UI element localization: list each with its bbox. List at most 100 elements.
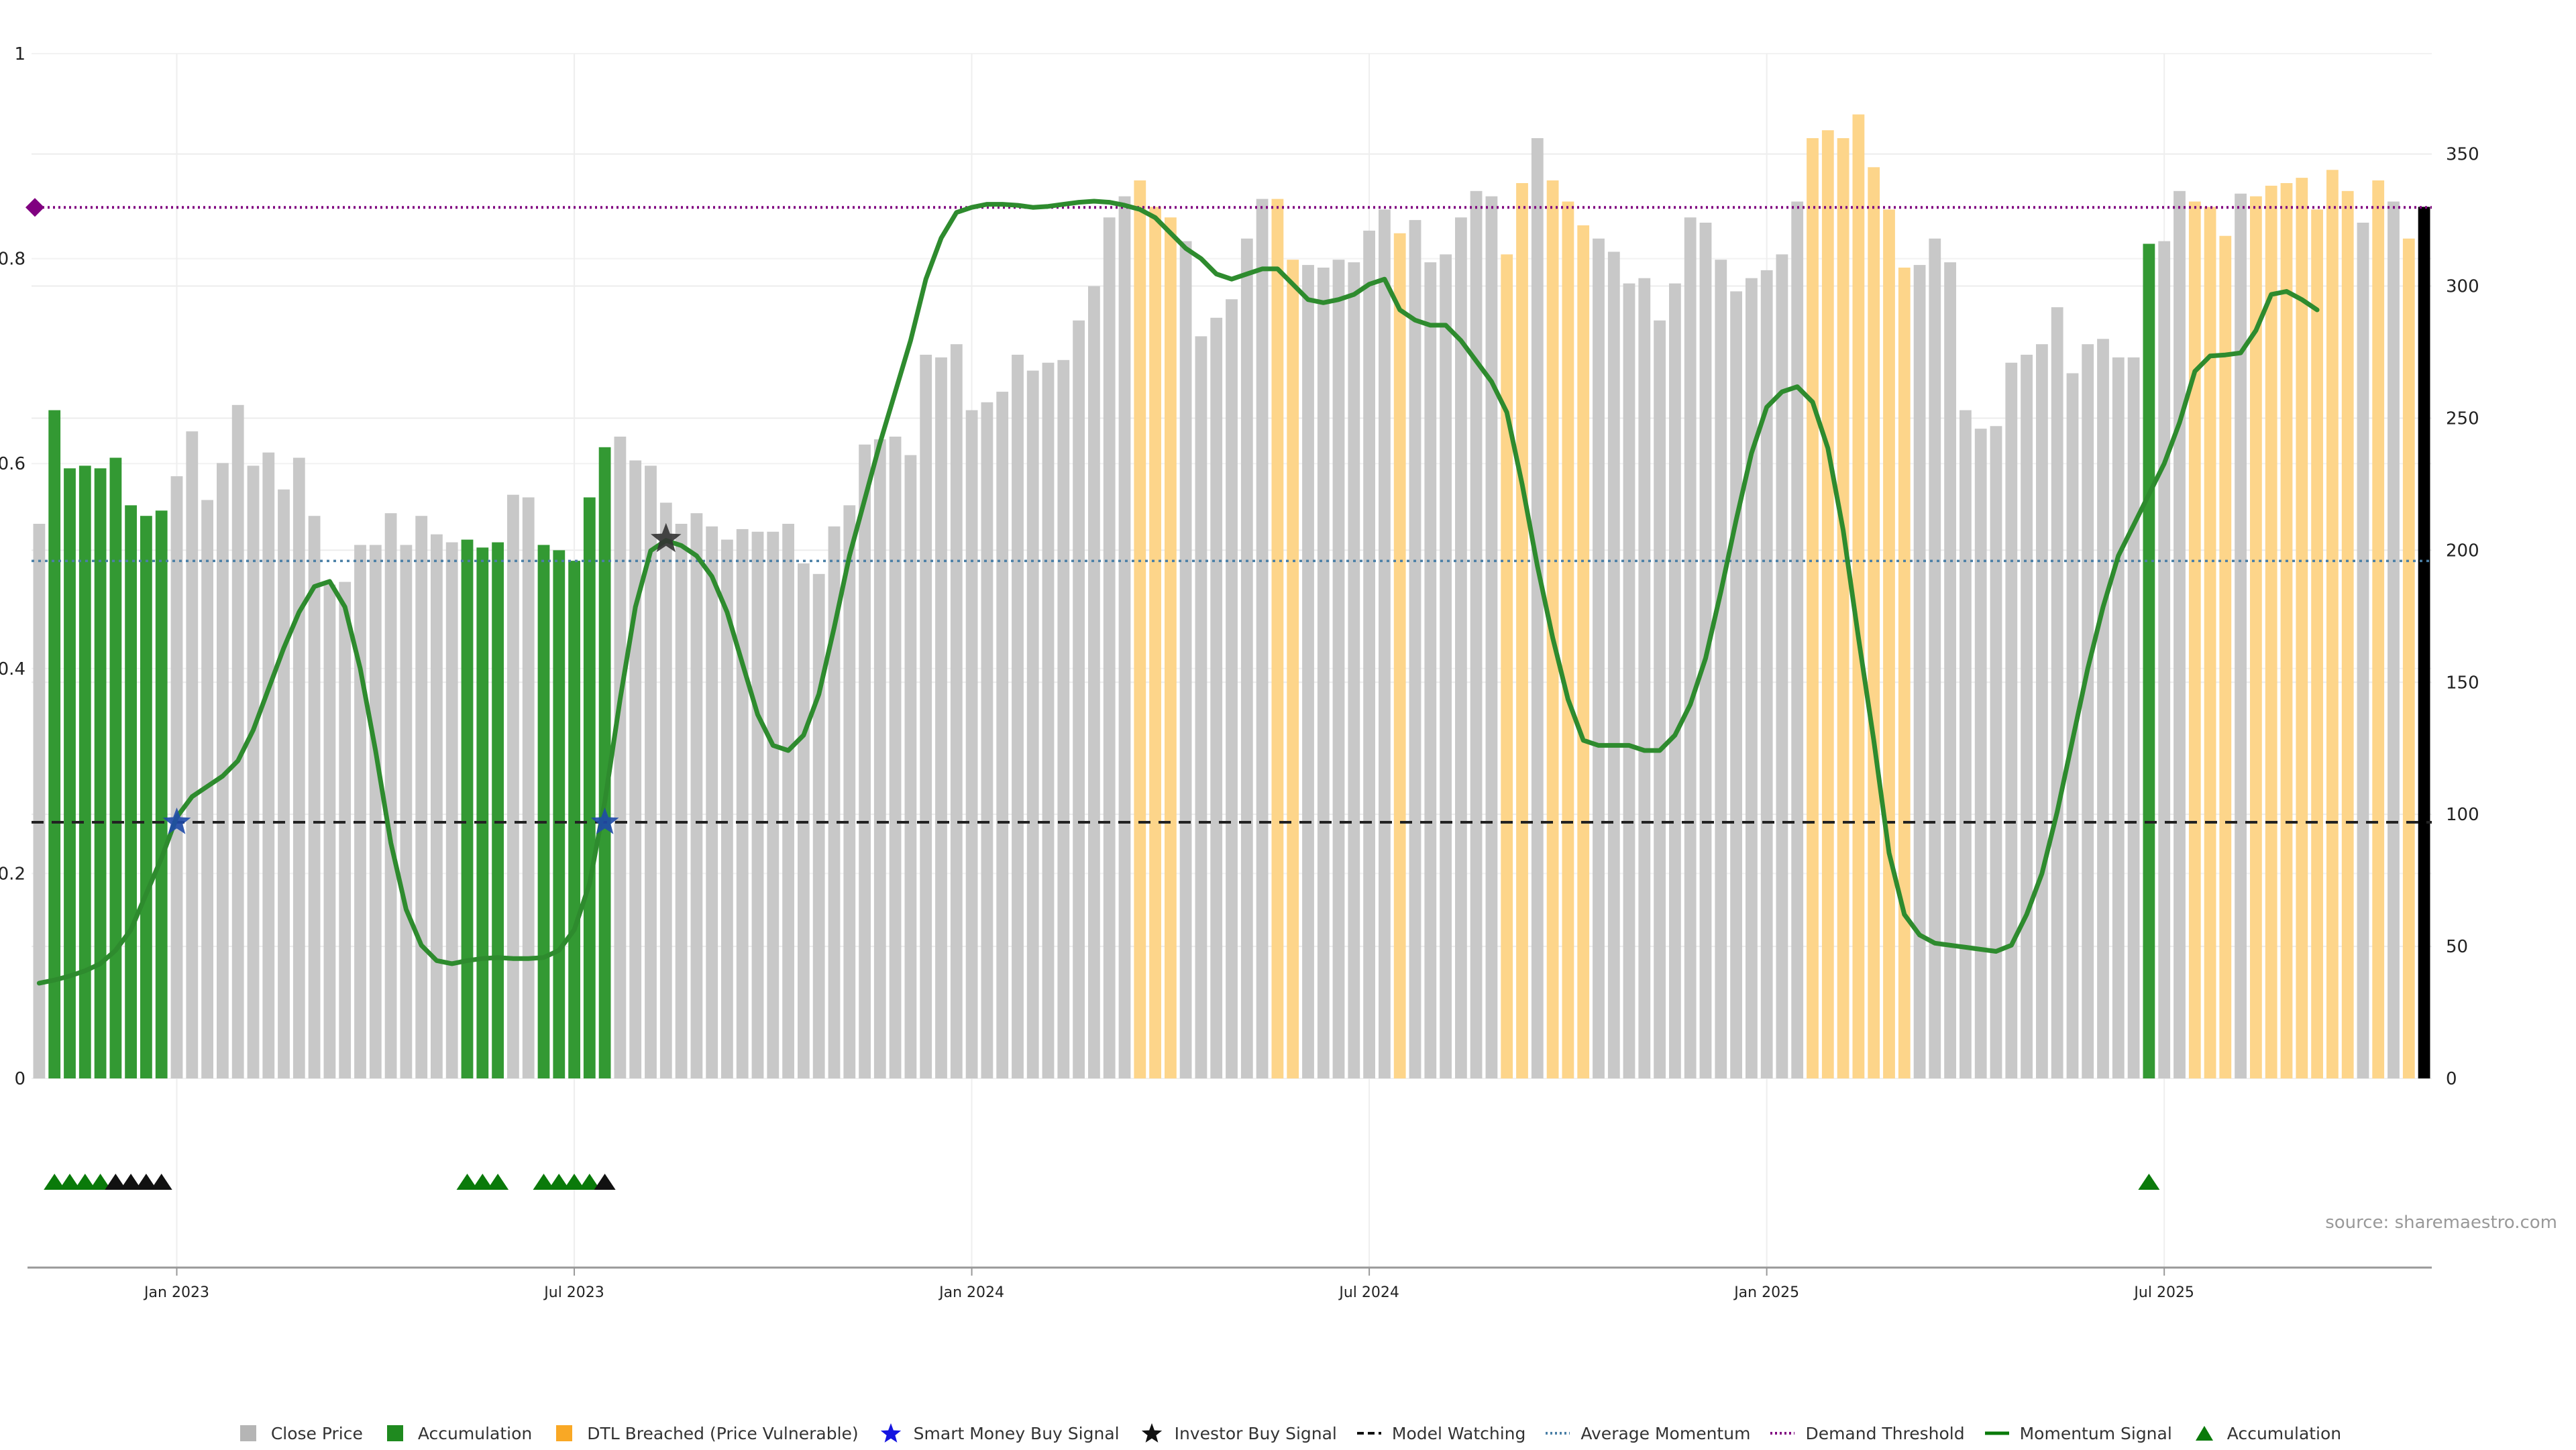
- close-price-bar: [782, 524, 794, 1078]
- legend-item: Investor Buy Signal: [1138, 1423, 1337, 1443]
- close-price-bar: [1623, 283, 1635, 1079]
- close-price-bar: [706, 526, 718, 1078]
- close-price-bar: [2066, 373, 2079, 1078]
- close-price-bar: [1715, 260, 1727, 1079]
- accumulation-marker: [74, 1174, 96, 1190]
- close-price-bar: [1424, 262, 1437, 1079]
- close-price-bar: [247, 465, 260, 1078]
- close-price-bar: [1776, 254, 1788, 1078]
- accumulation-bar: [2143, 243, 2155, 1078]
- dtl-breached-bar: [2280, 183, 2293, 1078]
- legend-label: Momentum Signal: [2019, 1423, 2172, 1443]
- close-price-bar: [323, 584, 336, 1078]
- close-price-bar: [1929, 238, 1941, 1079]
- close-price-bar: [2235, 193, 2247, 1079]
- investor-marker: [105, 1174, 127, 1190]
- close-price-bar: [965, 410, 978, 1078]
- close-price-bar: [736, 528, 749, 1078]
- close-price-bar: [507, 494, 519, 1078]
- close-price-bar: [1913, 265, 1926, 1079]
- close-price-bar: [1593, 238, 1605, 1079]
- star-icon: [880, 1423, 901, 1443]
- close-price-bar: [278, 489, 290, 1078]
- close-price-bar: [1256, 199, 1269, 1079]
- dtl-breached-bar: [1821, 130, 1834, 1079]
- dtl-breached-bar: [1134, 180, 1146, 1078]
- legend-label: Accumulation: [2226, 1423, 2342, 1443]
- square-icon: [386, 1425, 403, 1441]
- close-price-bar: [1638, 278, 1651, 1079]
- dtl-breached-bar: [1271, 199, 1284, 1079]
- close-price-bar: [675, 524, 688, 1078]
- accumulation-marker: [578, 1174, 600, 1190]
- x-axis-tick-label: Jul 2023: [543, 1284, 604, 1301]
- close-price-bar: [354, 545, 366, 1078]
- dtl-breached-bar: [2311, 209, 2323, 1078]
- dtl-breached-bar: [1837, 138, 1849, 1078]
- close-price-bar: [1684, 217, 1697, 1079]
- accumulation-marker: [456, 1174, 478, 1190]
- dtl-breached-bar: [1883, 209, 1895, 1078]
- close-price-bar: [1760, 270, 1773, 1078]
- x-axis-tick-label: Jan 2023: [143, 1284, 209, 1301]
- close-price-bar: [1470, 190, 1483, 1078]
- close-price-bar: [1226, 299, 1238, 1079]
- legend-item: Accumulation: [382, 1423, 532, 1443]
- momentum-signal-path: [36, 199, 2320, 986]
- dtl-breached-bar: [2372, 180, 2385, 1078]
- close-price-bar: [292, 457, 305, 1078]
- investor-buy-star: [651, 522, 682, 553]
- accumulation-bar: [492, 542, 504, 1078]
- close-price-bar: [659, 502, 672, 1078]
- close-price-bar: [1026, 370, 1039, 1078]
- close-price-bar: [1440, 254, 1452, 1078]
- reference-lines: [25, 198, 2432, 824]
- dtl-breached-bar: [2326, 170, 2339, 1078]
- close-price-bar: [384, 513, 397, 1078]
- square-icon: [556, 1425, 573, 1441]
- dotted-line-icon: [1770, 1432, 1795, 1435]
- accumulation-bar: [78, 465, 91, 1078]
- close-price-bar: [843, 505, 856, 1078]
- accumulation-marker: [472, 1174, 494, 1190]
- accumulation-bar: [476, 547, 489, 1078]
- accumulation-marker: [2138, 1174, 2160, 1190]
- close-price-bar: [1210, 317, 1223, 1078]
- dtl-breached-bar: [2341, 190, 2354, 1078]
- left-axis-tick-label: 0.4: [0, 659, 25, 679]
- close-price-bar: [201, 500, 213, 1078]
- legend-label: Model Watching: [1391, 1423, 1526, 1443]
- x-axis-tick-label: Jul 2025: [2133, 1284, 2194, 1301]
- close-price-bar: [2005, 362, 2018, 1078]
- accumulation-bar: [109, 457, 122, 1078]
- right-axis-tick-label: 300: [2446, 277, 2479, 297]
- square-icon: [239, 1425, 256, 1441]
- investor-marker: [120, 1174, 142, 1190]
- close-price-bar: [1944, 262, 1956, 1079]
- demand-threshold-marker: [25, 198, 44, 217]
- dtl-breached-bar: [2219, 235, 2232, 1079]
- close-price-bar: [217, 463, 229, 1078]
- legend-item: Momentum Signal: [1984, 1423, 2172, 1443]
- close-price-bar: [308, 516, 321, 1078]
- close-price-bar: [1042, 362, 1055, 1078]
- buy-signals: [162, 522, 682, 834]
- accumulation-marker: [564, 1174, 585, 1190]
- close-price-bar: [1088, 286, 1100, 1079]
- left-axis-tick-label: 0.2: [0, 864, 25, 884]
- close-price-bar: [1379, 209, 1391, 1078]
- accumulation-marker: [59, 1174, 80, 1190]
- legend-item: Smart Money Buy Signal: [877, 1423, 1120, 1443]
- close-price-bar: [1990, 426, 2002, 1078]
- dtl-breached-bar: [2250, 196, 2262, 1079]
- close-price-bar: [431, 534, 443, 1078]
- close-price-bar: [1057, 359, 1070, 1078]
- close-price-bar: [1317, 268, 1330, 1078]
- close-price-bar: [2387, 201, 2400, 1078]
- close-price-bar: [1485, 196, 1498, 1079]
- dtl-breached-bar: [1807, 138, 1819, 1078]
- legend-label: Average Momentum: [1580, 1423, 1751, 1443]
- close-price-bar: [889, 437, 902, 1078]
- accumulation-bar: [94, 468, 107, 1078]
